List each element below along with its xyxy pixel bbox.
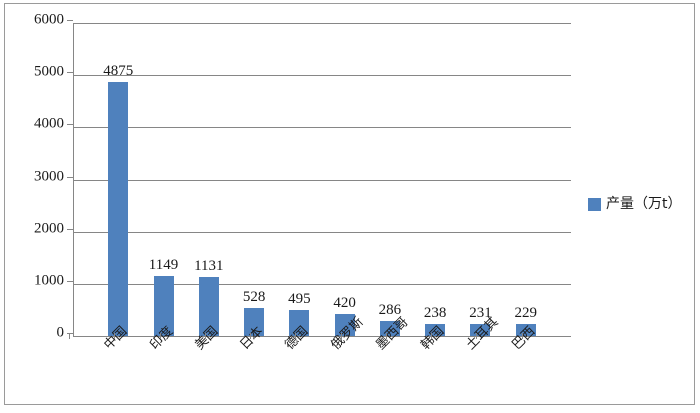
bar-value-label: 420	[333, 295, 356, 311]
bar-value-label: 495	[288, 291, 311, 307]
value-axis-tick	[67, 72, 73, 73]
bar[interactable]	[425, 324, 445, 336]
value-axis-tick	[67, 281, 73, 282]
gridline	[73, 23, 571, 24]
bar-value-label: 231	[469, 305, 492, 321]
gridline	[73, 232, 571, 233]
bar[interactable]	[335, 314, 355, 336]
value-axis-tick-label: 4000	[34, 115, 64, 132]
bar[interactable]	[154, 276, 174, 336]
bar-value-label: 528	[242, 289, 266, 305]
bar-value-label: 4875	[103, 63, 134, 79]
value-axis-tick-label: 2000	[34, 220, 64, 237]
bar[interactable]	[108, 82, 128, 336]
legend-swatch-icon	[588, 197, 601, 211]
bar[interactable]	[516, 324, 536, 336]
gridline	[73, 75, 571, 76]
legend-label: 产量（万t）	[606, 196, 682, 212]
bar[interactable]	[289, 310, 309, 336]
plot-area: 4875 1149 1131 528 495 420 286 238 231 229	[73, 23, 571, 337]
category-axis-tick	[295, 333, 296, 339]
bar[interactable]	[470, 324, 490, 336]
value-axis-tick	[67, 229, 73, 230]
category-axis-tick	[250, 333, 251, 339]
value-axis-tick	[67, 124, 73, 125]
bar-value-label: 238	[423, 305, 447, 321]
value-axis-tick-label: 0	[56, 324, 65, 341]
bar-value-label: 286	[378, 302, 402, 318]
category-axis-tick	[114, 333, 115, 339]
category-axis-tick	[160, 333, 161, 339]
category-axis-tick	[431, 333, 432, 339]
value-axis-tick	[67, 333, 73, 334]
value-axis-tick	[67, 20, 73, 21]
legend: 产量（万t）	[588, 197, 682, 211]
value-axis-labels: 0 1000 2000 3000 4000 5000 6000	[5, 4, 73, 413]
bar-value-label: 1131	[194, 258, 224, 274]
category-axis-tick	[205, 333, 206, 339]
bar-value-label: 229	[514, 305, 537, 321]
category-axis-tick	[522, 333, 523, 339]
value-axis-tick-label: 3000	[34, 168, 64, 185]
category-axis-tick	[341, 333, 342, 339]
value-axis-tick-label: 6000	[34, 11, 64, 28]
bar-value-label: 1149	[148, 257, 179, 273]
gridline	[73, 127, 571, 128]
chart-frame: 0 1000 2000 3000 4000 5000 6000 4875 1149 1131 52…	[4, 3, 695, 405]
value-axis-tick-label: 5000	[34, 63, 64, 80]
bar[interactable]	[244, 308, 264, 336]
category-axis-line	[73, 336, 571, 337]
bar[interactable]	[380, 321, 400, 336]
bar[interactable]	[199, 277, 219, 336]
value-axis-tick-label: 1000	[34, 272, 64, 289]
category-axis-tick	[476, 333, 477, 339]
value-axis-tick	[67, 177, 73, 178]
category-axis-tick	[386, 333, 387, 339]
gridline	[73, 180, 571, 181]
gridline	[73, 284, 571, 285]
category-axis-tick	[69, 333, 70, 339]
